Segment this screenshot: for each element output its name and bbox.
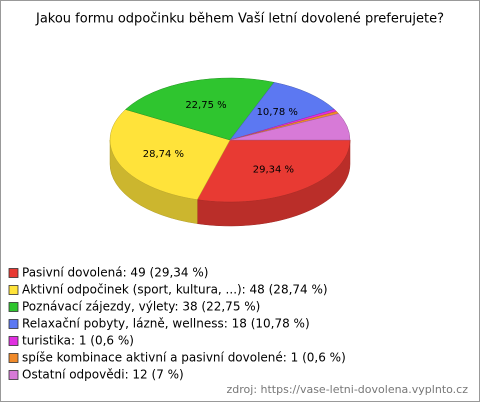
legend-label: Poznávací zájezdy, výlety: 38 (22,75 %) bbox=[22, 300, 260, 314]
legend-label: Pasivní dovolená: 49 (29,34 %) bbox=[22, 266, 208, 280]
slice bbox=[196, 139, 351, 203]
legend-label: Aktivní odpočinek (sport, kultura, ...):… bbox=[22, 283, 328, 297]
slice-label: 22,75 % bbox=[185, 100, 226, 111]
chart-title: Jakou formu odpočinku během Vaší letní d… bbox=[35, 12, 444, 27]
legend-swatch bbox=[8, 370, 19, 380]
legend-swatch bbox=[8, 285, 19, 295]
legend-label: Relaxační pobyty, lázně, wellness: 18 (1… bbox=[22, 317, 310, 331]
legend-swatch bbox=[8, 268, 19, 278]
legend-swatch bbox=[8, 302, 19, 312]
slice-label: 29,34 % bbox=[253, 165, 294, 176]
legend-swatch bbox=[8, 353, 19, 363]
slice bbox=[109, 109, 231, 200]
slice bbox=[125, 77, 275, 141]
legend-label: spíše kombinace aktivní a pasivní dovole… bbox=[22, 351, 346, 365]
slice-label: 10,78 % bbox=[257, 107, 298, 118]
slice bbox=[229, 82, 335, 141]
legend-label: Ostatní odpovědi: 12 (7 %) bbox=[22, 368, 184, 382]
legend-swatch bbox=[8, 336, 19, 346]
legend-label: turistika: 1 (0,6 %) bbox=[22, 334, 134, 348]
slice bbox=[229, 113, 351, 141]
slice-label: 28,74 % bbox=[143, 149, 184, 160]
legend-swatch bbox=[8, 319, 19, 329]
source: zdroj: https://vase-letni-dovolena.vypln… bbox=[227, 383, 469, 396]
